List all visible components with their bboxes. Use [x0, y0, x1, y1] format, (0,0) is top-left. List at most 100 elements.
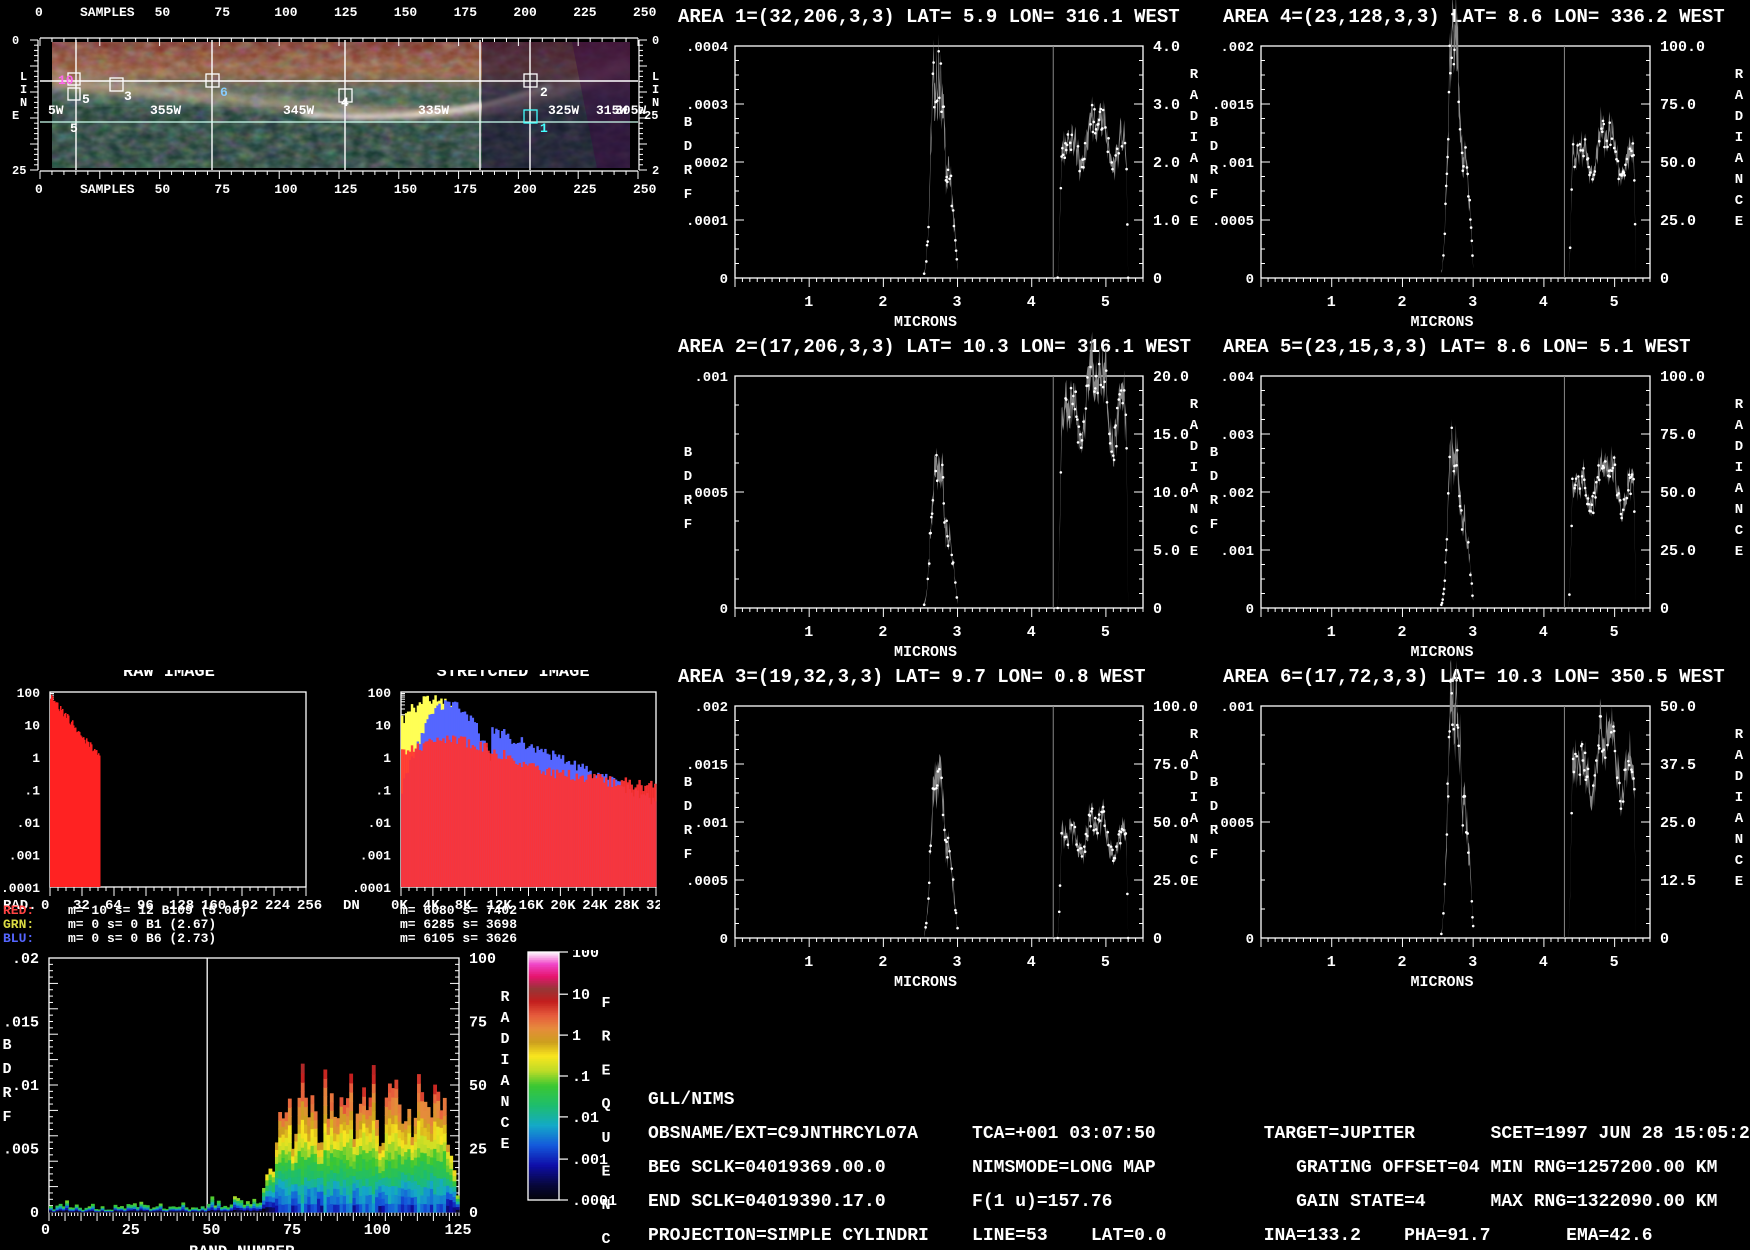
- svg-text:5: 5: [1101, 954, 1110, 971]
- svg-text:.1: .1: [572, 1069, 590, 1086]
- svg-text:1: 1: [804, 624, 813, 641]
- svg-text:225: 225: [573, 182, 597, 197]
- svg-text:.0004: .0004: [686, 40, 728, 56]
- svg-text:B: B: [1210, 445, 1219, 461]
- svg-text:E: E: [1190, 874, 1198, 890]
- svg-text:0: 0: [1246, 272, 1254, 288]
- svg-text:50.0: 50.0: [1660, 155, 1696, 172]
- svg-text:175: 175: [454, 182, 478, 197]
- svg-text:R: R: [601, 1029, 610, 1046]
- svg-text:D: D: [1190, 109, 1198, 125]
- svg-text:3: 3: [953, 294, 962, 311]
- svg-text:SAMPLES: SAMPLES: [80, 182, 135, 197]
- svg-text:28K: 28K: [614, 898, 640, 914]
- svg-text:m= 10 s= 12 B109 (5.00): m= 10 s= 12 B109 (5.00): [68, 903, 247, 918]
- svg-text:32: 32: [646, 898, 660, 914]
- svg-text:.002: .002: [1220, 486, 1254, 502]
- svg-text:225: 225: [573, 5, 597, 20]
- svg-text:C: C: [1190, 193, 1199, 209]
- svg-text:2: 2: [1398, 954, 1407, 971]
- svg-text:3: 3: [953, 954, 962, 971]
- svg-text:C: C: [1190, 523, 1199, 539]
- svg-text:.1: .1: [24, 784, 40, 799]
- svg-text:A: A: [1190, 748, 1199, 764]
- svg-text:R: R: [1190, 397, 1199, 413]
- svg-text:R: R: [684, 823, 693, 839]
- svg-text:25.0: 25.0: [1660, 543, 1696, 560]
- svg-text:0: 0: [30, 1205, 39, 1222]
- svg-text:3: 3: [1468, 954, 1477, 971]
- svg-text:100: 100: [368, 686, 392, 701]
- svg-text:R: R: [1735, 67, 1744, 83]
- svg-text:4: 4: [1027, 294, 1036, 311]
- svg-text:.01: .01: [368, 816, 392, 831]
- svg-text:3.0: 3.0: [1153, 97, 1180, 114]
- svg-text:10: 10: [375, 719, 391, 734]
- svg-text:.0001: .0001: [686, 214, 728, 230]
- svg-text:D: D: [500, 1031, 509, 1048]
- svg-text:5: 5: [70, 121, 78, 136]
- svg-text:B: B: [684, 115, 693, 131]
- svg-text:2: 2: [1398, 294, 1407, 311]
- svg-text:150: 150: [394, 5, 418, 20]
- svg-text:3: 3: [124, 89, 132, 104]
- svg-text:10.0: 10.0: [1153, 485, 1189, 502]
- svg-text:C: C: [601, 1231, 610, 1248]
- svg-text:0: 0: [1153, 931, 1162, 948]
- svg-text:0: 0: [41, 898, 49, 914]
- svg-text:4: 4: [1027, 624, 1036, 641]
- svg-text:25.0: 25.0: [1660, 815, 1696, 832]
- svg-text:N: N: [1735, 832, 1743, 848]
- svg-text:.0003: .0003: [686, 98, 728, 114]
- svg-text:AREA 6=(17,72,3,3) LAT= 10.3: AREA 6=(17,72,3,3) LAT= 10.3 LON= 350.5 …: [1223, 666, 1725, 688]
- svg-text:6: 6: [220, 85, 228, 100]
- svg-text:3: 3: [1468, 624, 1477, 641]
- svg-text:.0002: .0002: [686, 156, 728, 172]
- svg-text:50: 50: [469, 1078, 487, 1095]
- svg-text:MICRONS: MICRONS: [894, 314, 957, 331]
- svg-text:50: 50: [202, 1222, 220, 1239]
- svg-text:A: A: [1735, 418, 1744, 434]
- svg-text:SAMPLES: SAMPLES: [80, 5, 135, 20]
- svg-text:D: D: [1190, 769, 1198, 785]
- svg-text:0: 0: [35, 5, 43, 20]
- svg-text:100.0: 100.0: [1660, 39, 1705, 56]
- svg-text:A: A: [1735, 748, 1744, 764]
- svg-text:200: 200: [513, 182, 537, 197]
- svg-text:D: D: [684, 139, 692, 155]
- svg-text:.0001: .0001: [352, 881, 391, 896]
- svg-text:N: N: [1190, 832, 1198, 848]
- svg-text:75.0: 75.0: [1153, 757, 1189, 774]
- svg-text:75: 75: [214, 5, 230, 20]
- svg-text:0: 0: [1660, 601, 1669, 618]
- svg-text:4: 4: [1539, 294, 1548, 311]
- svg-text:0: 0: [1246, 602, 1254, 618]
- svg-text:.015: .015: [3, 1015, 39, 1032]
- svg-text:256: 256: [297, 898, 322, 914]
- svg-text:A: A: [500, 1010, 509, 1027]
- svg-text:N: N: [1190, 172, 1198, 188]
- svg-text:B: B: [2, 1037, 11, 1054]
- svg-text:U: U: [601, 1130, 610, 1147]
- svg-text:I: I: [1735, 130, 1743, 146]
- svg-text:100: 100: [469, 951, 496, 968]
- svg-text:3: 3: [1468, 294, 1477, 311]
- svg-text:2: 2: [878, 954, 887, 971]
- svg-text:E: E: [12, 109, 19, 123]
- svg-text:I: I: [1735, 790, 1743, 806]
- svg-text:50.0: 50.0: [1153, 815, 1189, 832]
- svg-text:2: 2: [878, 294, 887, 311]
- svg-text:F: F: [601, 995, 610, 1012]
- svg-text:5: 5: [1101, 294, 1110, 311]
- svg-text:R: R: [1210, 823, 1219, 839]
- svg-text:D: D: [1210, 799, 1218, 815]
- svg-text:A: A: [1735, 481, 1744, 497]
- svg-text:10: 10: [58, 73, 74, 88]
- svg-text:5: 5: [1610, 954, 1619, 971]
- svg-text:D: D: [2, 1061, 11, 1078]
- svg-text:0: 0: [12, 34, 19, 48]
- svg-text:L: L: [652, 70, 659, 84]
- svg-text:50.0: 50.0: [1660, 699, 1696, 716]
- svg-text:I: I: [1190, 460, 1198, 476]
- svg-text:1: 1: [383, 751, 391, 766]
